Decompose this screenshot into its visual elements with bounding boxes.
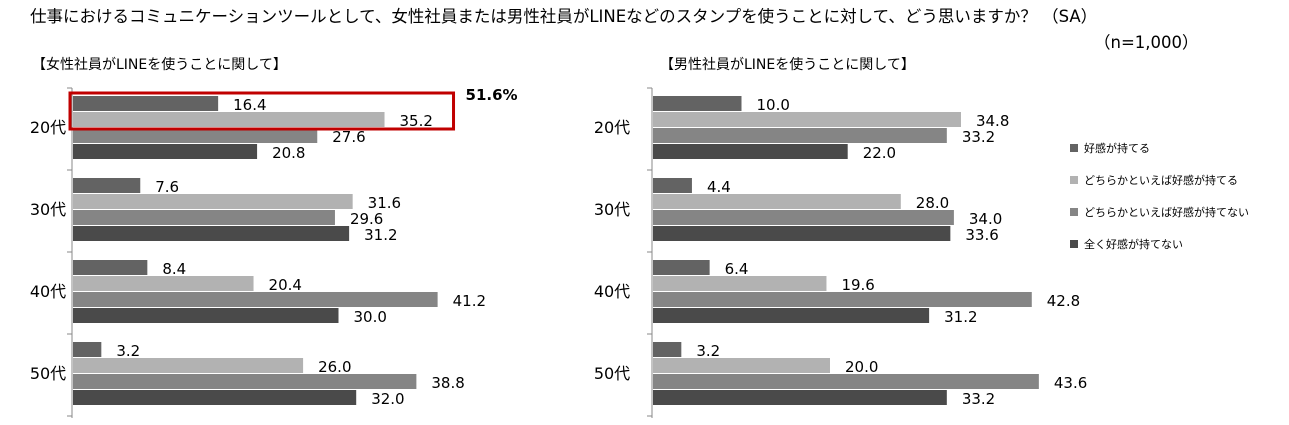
data-label: 31.6 [368,194,401,212]
data-label: 33.2 [962,390,995,408]
bar [73,276,254,291]
data-label: 43.6 [1054,374,1087,392]
data-label: 7.6 [155,178,179,196]
legend-label-2: どちらかといえば好感が持てる [1084,174,1238,187]
legend-item-4: 全く好感が持てない [1070,236,1249,252]
data-label: 33.2 [962,128,995,146]
category-label: 50代 [30,364,66,383]
data-label: 41.2 [453,292,486,310]
panel-female-subtitle: 【女性社員がLINEを使うことに関して】 [32,57,287,73]
data-label: 34.0 [969,210,1002,228]
category-label: 20代 [594,118,630,137]
data-label: 8.4 [162,260,186,278]
panel-male-subtitle: 【男性社員がLINEを使うことに関して】 [660,57,915,73]
data-label: 31.2 [364,226,397,244]
panel-female-chart: 20代 16.4 35.2 27.6 20.8 30代 7.6 31.629.631.2 40代… [30,86,518,418]
bar [73,374,417,389]
data-label: 34.8 [976,112,1009,130]
data-label: 30.0 [354,308,387,326]
bar [73,144,258,159]
data-label: 20.4 [269,276,302,294]
legend-swatch-1 [1070,144,1078,152]
data-label: 19.6 [841,276,874,294]
legend-item-1: 好感が持てる [1070,140,1249,156]
bar [653,358,830,373]
bar [73,128,318,143]
data-label: 6.4 [725,260,749,278]
bar [653,112,961,127]
bar [73,358,304,373]
bar [73,292,438,307]
category-label: 40代 [594,282,630,301]
bar [653,194,901,209]
bar [653,178,692,193]
category-label: 50代 [594,364,630,383]
data-label: 38.8 [431,374,464,392]
legend-label-3: どちらかといえば好感が持てない [1084,206,1249,219]
annotation-label: 51.6% [466,86,518,104]
bar [73,112,385,127]
bar [73,308,339,323]
bar [73,390,357,405]
highlight-box [68,91,456,131]
panel-male-chart: 20代10.034.833.222.030代4.428.034.033.640代… [594,87,1087,418]
data-label: 42.8 [1047,292,1080,310]
bar [653,96,742,111]
data-label: 16.4 [233,96,266,114]
data-label: 32.0 [371,390,404,408]
bar [73,226,350,241]
bar [653,260,710,275]
bar [653,144,848,159]
bar [73,342,102,357]
bar [653,226,951,241]
data-label: 27.6 [332,128,365,146]
legend-label-4: 全く好感が持てない [1084,238,1183,251]
legend-swatch-3 [1070,208,1078,216]
data-label: 3.2 [116,342,140,360]
legend-item-3: どちらかといえば好感が持てない [1070,204,1249,220]
legend-label-1: 好感が持てる [1084,142,1150,155]
bar [653,342,682,357]
data-label: 10.0 [757,96,790,114]
data-label: 29.6 [350,210,383,228]
data-label: 22.0 [863,144,896,162]
bar [73,178,141,193]
chart-title: 仕事におけるコミュニケーションツールとして、女性社員または男性社員がLINEなど… [30,7,1098,26]
category-label: 30代 [30,200,66,219]
sample-size: （n=1,000） [1094,33,1199,52]
bar [73,194,353,209]
bar [73,260,148,275]
data-label: 20.8 [272,144,305,162]
bar [653,390,947,405]
bar [73,210,335,225]
legend-swatch-4 [1070,240,1078,248]
data-label: 31.2 [944,308,977,326]
data-label: 28.0 [916,194,949,212]
legend: 好感が持てる どちらかといえば好感が持てる どちらかといえば好感が持てない 全く… [1070,140,1249,268]
data-label: 35.2 [400,112,433,130]
bar [653,292,1032,307]
category-label: 30代 [594,200,630,219]
data-label: 26.0 [318,358,351,376]
data-label: 33.6 [965,226,998,244]
bar [653,308,930,323]
bar [73,96,219,111]
data-label: 4.4 [707,178,731,196]
data-label: 3.2 [696,342,720,360]
legend-swatch-2 [1070,176,1078,184]
bar [653,210,954,225]
category-label: 40代 [30,282,66,301]
legend-item-2: どちらかといえば好感が持てる [1070,172,1249,188]
bar [653,128,947,143]
bar [653,374,1039,389]
bar [653,276,827,291]
data-label: 20.0 [845,358,878,376]
category-label: 20代 [30,118,66,137]
